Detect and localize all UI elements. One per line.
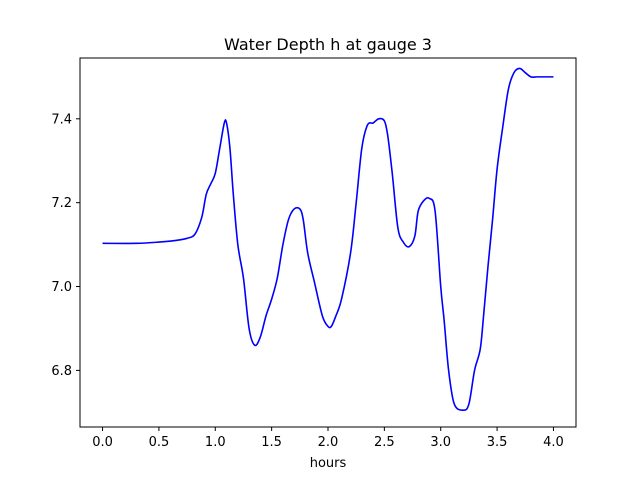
x-axis-ticks: 0.0 0.5 1.0 1.5 2.0 2.5 3.0 3.5 4.0 <box>92 427 564 450</box>
y-tick-label: 6.8 <box>51 364 72 379</box>
x-tick-label: 3.5 <box>487 435 508 450</box>
plot-line-layer <box>102 67 554 412</box>
x-axis-label: hours <box>310 456 347 471</box>
y-tick-label: 7.4 <box>51 112 72 127</box>
y-tick-label: 7.0 <box>51 280 72 295</box>
chart-title: Water Depth h at gauge 3 <box>224 35 432 54</box>
x-tick-label: 2.0 <box>318 435 339 450</box>
x-tick-label: 1.0 <box>205 435 226 450</box>
x-tick-label: 0.5 <box>149 435 170 450</box>
x-tick-label: 4.0 <box>543 435 564 450</box>
y-axis-ticks: 6.8 7.0 7.2 7.4 <box>51 112 80 379</box>
series-line-0 <box>102 67 554 412</box>
y-tick-label: 7.2 <box>51 196 72 211</box>
x-tick-label: 2.5 <box>374 435 395 450</box>
x-tick-label: 3.0 <box>430 435 451 450</box>
x-tick-label: 1.5 <box>261 435 282 450</box>
x-tick-label: 0.0 <box>92 435 113 450</box>
